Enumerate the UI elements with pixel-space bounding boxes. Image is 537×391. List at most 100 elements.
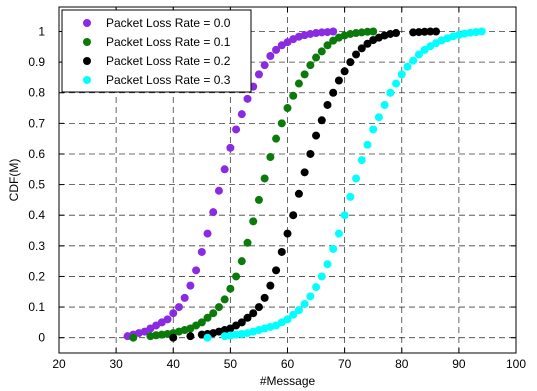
- data-point: [283, 104, 292, 113]
- data-point: [329, 88, 338, 97]
- data-point: [254, 70, 263, 79]
- data-point: [197, 247, 206, 256]
- legend-marker: [83, 76, 91, 84]
- y-tick-label: 0.9: [28, 55, 45, 69]
- y-tick-label: 0.4: [28, 208, 45, 222]
- data-point: [426, 27, 435, 36]
- data-point: [420, 27, 429, 36]
- data-point: [409, 56, 418, 65]
- data-point: [352, 50, 361, 59]
- data-point: [174, 303, 183, 312]
- legend-items: Packet Loss Rate = 0.0 Packet Loss Rate =…: [83, 16, 231, 87]
- data-point: [432, 27, 441, 36]
- data-point: [254, 303, 263, 312]
- data-point: [300, 300, 309, 309]
- data-point: [414, 50, 423, 59]
- data-point: [363, 27, 372, 36]
- data-point: [294, 79, 303, 88]
- data-point: [294, 189, 303, 198]
- data-point: [397, 70, 406, 79]
- data-point: [477, 27, 486, 36]
- legend-label: Packet Loss Rate = 0.1: [106, 35, 231, 49]
- data-point: [277, 119, 286, 128]
- legend-label: Packet Loss Rate = 0.3: [106, 73, 231, 87]
- data-point: [272, 134, 281, 143]
- data-point: [306, 292, 315, 301]
- data-point: [226, 143, 235, 152]
- data-point: [420, 45, 429, 54]
- data-point: [232, 125, 241, 134]
- series-1: [129, 27, 378, 342]
- data-point: [209, 309, 218, 318]
- data-point: [129, 333, 138, 342]
- data-point: [329, 244, 338, 253]
- data-point: [254, 195, 263, 204]
- data-point: [317, 47, 326, 56]
- data-point: [266, 51, 275, 60]
- x-tick-label: 50: [224, 357, 238, 371]
- data-point: [249, 217, 258, 226]
- y-tick-label: 0.6: [28, 147, 45, 161]
- data-point: [243, 238, 252, 247]
- data-point: [346, 58, 355, 67]
- y-tick-label: 0: [38, 331, 45, 345]
- data-point: [266, 281, 275, 290]
- y-tick-label: 1: [38, 24, 45, 38]
- data-point: [272, 266, 281, 275]
- data-point: [203, 333, 212, 342]
- data-point: [329, 27, 338, 36]
- data-point: [283, 229, 292, 238]
- data-point: [226, 284, 235, 293]
- data-point: [346, 192, 355, 201]
- x-tick-label: 60: [281, 357, 295, 371]
- data-point: [260, 174, 269, 183]
- y-tick-label: 0.2: [28, 269, 45, 283]
- data-point: [334, 229, 343, 238]
- legend-marker: [83, 19, 91, 27]
- data-point: [392, 29, 401, 38]
- data-point: [214, 186, 223, 195]
- data-point: [312, 53, 321, 62]
- data-point: [363, 39, 372, 48]
- data-point: [192, 266, 201, 275]
- data-point: [380, 100, 389, 109]
- data-point: [243, 94, 252, 103]
- data-point: [323, 100, 332, 109]
- data-point: [203, 229, 212, 238]
- x-tick-label: 70: [338, 357, 352, 371]
- x-tick-label: 30: [109, 357, 123, 371]
- data-point: [220, 295, 229, 304]
- data-point: [317, 28, 326, 37]
- data-point: [272, 45, 281, 54]
- data-point: [352, 174, 361, 183]
- data-point: [289, 211, 298, 220]
- series-0: [123, 27, 338, 341]
- data-point: [289, 91, 298, 100]
- data-point: [283, 315, 292, 324]
- x-tick-label: 100: [506, 357, 526, 371]
- legend-item: Packet Loss Rate = 0.3: [83, 73, 231, 87]
- grid-lines: [59, 7, 516, 353]
- data-point: [369, 125, 378, 134]
- data-point: [277, 247, 286, 256]
- data-point: [169, 309, 178, 318]
- y-tick-label: 0.5: [28, 178, 45, 192]
- data-point: [163, 315, 172, 324]
- legend-label: Packet Loss Rate = 0.0: [106, 16, 231, 30]
- data-point: [237, 110, 246, 119]
- legend-label: Packet Loss Rate = 0.2: [106, 54, 231, 68]
- data-point: [300, 168, 309, 177]
- data-point: [357, 44, 366, 53]
- legend-item: Packet Loss Rate = 0.2: [83, 54, 231, 68]
- data-point: [409, 28, 418, 37]
- x-tick-label: 20: [52, 357, 66, 371]
- data-point: [403, 62, 412, 71]
- y-tick-label: 0.1: [28, 300, 45, 314]
- data-point: [289, 310, 298, 319]
- legend-marker: [83, 57, 91, 65]
- data-point: [294, 306, 303, 315]
- data-point: [237, 318, 246, 327]
- y-tick-labels: 0 0.1 0.2 0.3 0.4 0.5 0.6 0.7 0.8 0.9 1: [28, 24, 45, 344]
- data-point: [203, 313, 212, 322]
- data-point: [243, 313, 252, 322]
